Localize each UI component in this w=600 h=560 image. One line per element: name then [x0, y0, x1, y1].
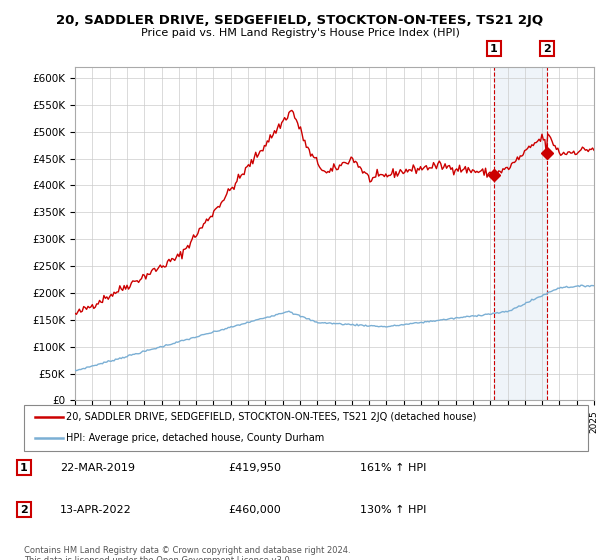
Text: 20, SADDLER DRIVE, SEDGEFIELD, STOCKTON-ON-TEES, TS21 2JQ: 20, SADDLER DRIVE, SEDGEFIELD, STOCKTON-… — [56, 14, 544, 27]
FancyBboxPatch shape — [24, 405, 588, 451]
Text: 1: 1 — [490, 44, 498, 54]
Text: 161% ↑ HPI: 161% ↑ HPI — [360, 463, 427, 473]
Text: £460,000: £460,000 — [228, 505, 281, 515]
Text: 130% ↑ HPI: 130% ↑ HPI — [360, 505, 427, 515]
Bar — [494, 67, 547, 400]
Text: Price paid vs. HM Land Registry's House Price Index (HPI): Price paid vs. HM Land Registry's House … — [140, 28, 460, 38]
Text: Contains HM Land Registry data © Crown copyright and database right 2024.
This d: Contains HM Land Registry data © Crown c… — [24, 546, 350, 560]
Text: HPI: Average price, detached house, County Durham: HPI: Average price, detached house, Coun… — [66, 433, 325, 444]
Text: £419,950: £419,950 — [228, 463, 281, 473]
Text: 13-APR-2022: 13-APR-2022 — [60, 505, 132, 515]
Text: 2: 2 — [543, 44, 551, 54]
Text: 2: 2 — [20, 505, 28, 515]
Text: 20, SADDLER DRIVE, SEDGEFIELD, STOCKTON-ON-TEES, TS21 2JQ (detached house): 20, SADDLER DRIVE, SEDGEFIELD, STOCKTON-… — [66, 412, 476, 422]
Text: 22-MAR-2019: 22-MAR-2019 — [60, 463, 135, 473]
Text: 1: 1 — [20, 463, 28, 473]
